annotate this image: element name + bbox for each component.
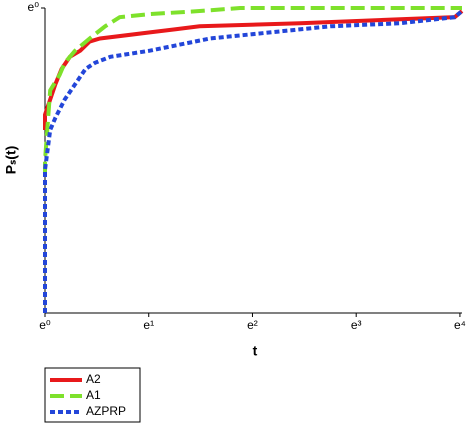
x-axis-label: t [253,343,258,359]
series-line [43,9,464,313]
legend-label: A2 [86,372,101,386]
legend-label: AZPRP [86,404,126,418]
y-tick-label: e⁰ [28,0,40,14]
x-tick-label: e² [247,318,258,332]
y-axis-label: Pₛ(t) [3,146,19,175]
series-line [43,9,464,130]
x-tick-label: e³ [351,318,362,332]
x-tick-label: e⁰ [39,318,51,332]
x-tick-label: e⁴ [454,318,466,332]
series-line [43,6,462,176]
legend-label: A1 [86,388,101,402]
x-tick-label: e¹ [143,318,154,332]
